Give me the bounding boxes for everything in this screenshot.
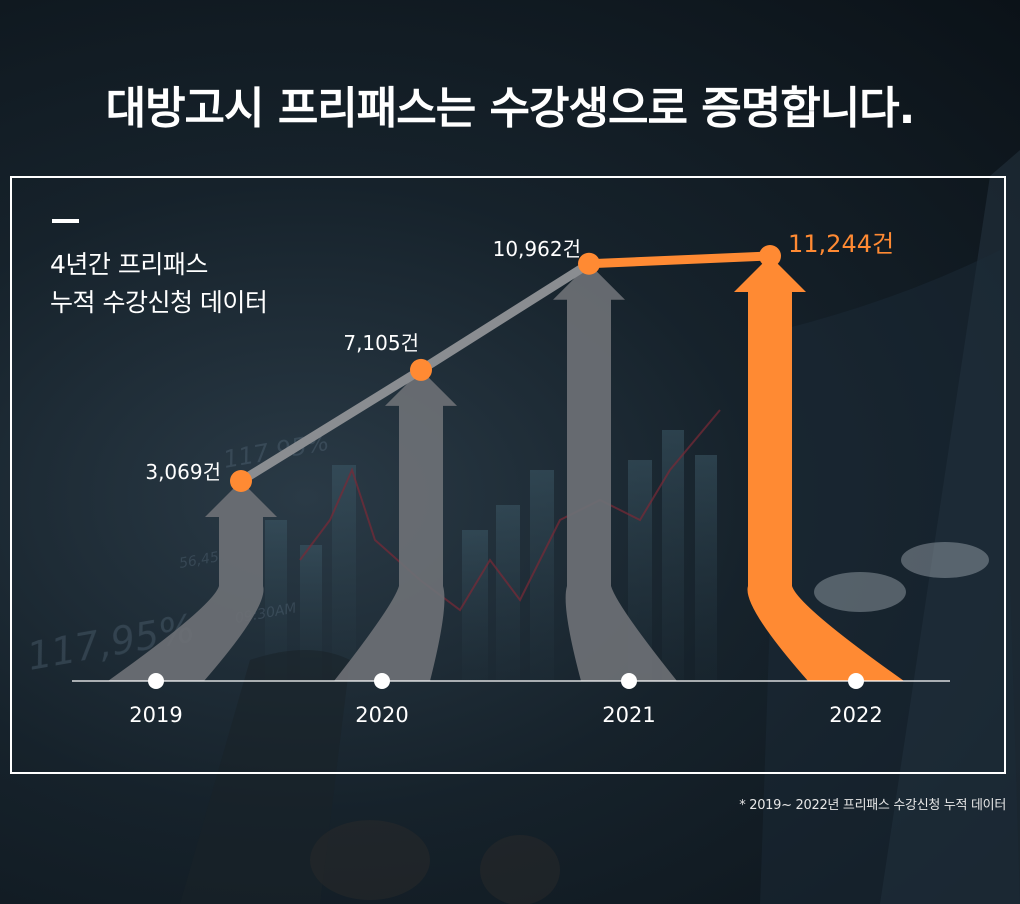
series-line-segment-3 [584, 251, 775, 269]
data-point-2019 [230, 470, 252, 492]
bar-arrow-2022 [734, 256, 904, 681]
data-point-2022 [759, 245, 781, 267]
data-label-2019: 3,069건 [145, 460, 221, 484]
axis-dot-2021 [621, 673, 637, 689]
series-line-segment-2 [416, 259, 594, 375]
bar-arrow-2019 [108, 481, 277, 681]
x-tick-label-2021: 2021 [602, 703, 655, 727]
chart-subtitle: 4년간 프리패스 누적 수강신청 데이터 [50, 246, 268, 322]
data-label-2021: 10,962건 [493, 237, 581, 261]
footnote: * 2019~ 2022년 프리패스 수강신청 누적 데이터 [739, 798, 1006, 813]
series-line-segment-1 [236, 365, 426, 486]
x-tick-label-2020: 2020 [355, 703, 408, 727]
x-tick-label-2019: 2019 [129, 703, 182, 727]
axis-dot-2022 [848, 673, 864, 689]
axis-dot-2019 [148, 673, 164, 689]
data-label-2022: 11,244건 [788, 230, 894, 258]
axis-dot-2020 [374, 673, 390, 689]
x-tick-label-2022: 2022 [829, 703, 882, 727]
page-headline: 대방고시 프리패스는 수강생으로 증명합니다. [105, 83, 916, 134]
data-point-2021 [578, 252, 600, 275]
data-label-2020: 7,105건 [343, 331, 419, 355]
svg-text:56,45: 56,45 [178, 549, 220, 572]
bar-arrow-2020 [334, 369, 457, 681]
bar-arrow-2021 [553, 263, 677, 681]
chart-frame [10, 176, 1006, 774]
data-point-2020 [410, 358, 432, 381]
subtitle-line-2: 누적 수강신청 데이터 [50, 288, 268, 317]
subtitle-line-1: 4년간 프리패스 [50, 250, 208, 279]
title-dash [52, 219, 79, 223]
